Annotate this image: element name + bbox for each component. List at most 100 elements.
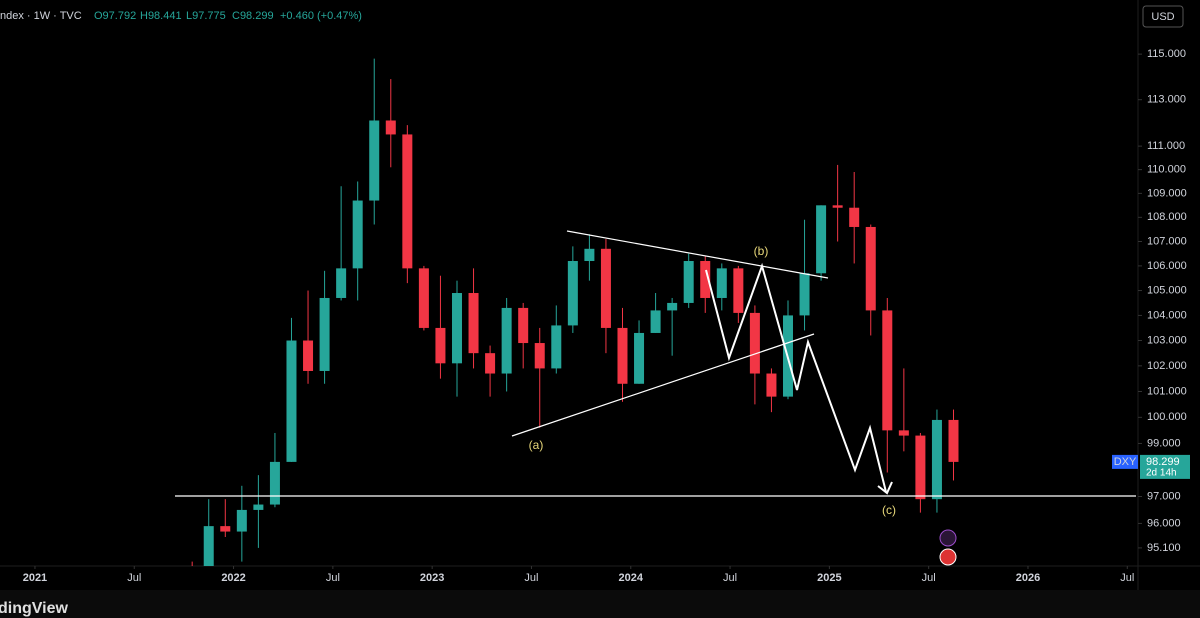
y-tick-label: 101.000 bbox=[1147, 385, 1187, 397]
x-tick-label: Jul bbox=[723, 572, 737, 584]
y-tick-label: 96.000 bbox=[1147, 517, 1181, 529]
y-tick-label: 106.000 bbox=[1147, 260, 1187, 272]
arrow-head bbox=[877, 481, 893, 495]
candle-body bbox=[865, 226, 876, 311]
flag-icon[interactable] bbox=[939, 548, 957, 566]
wave-label: (c) bbox=[882, 503, 896, 517]
candle-body bbox=[220, 526, 231, 532]
candle-body bbox=[468, 293, 479, 354]
candle-body bbox=[236, 509, 247, 532]
price-tag-symbol: DXY bbox=[1114, 456, 1137, 468]
candle-body bbox=[816, 205, 827, 274]
candle-body bbox=[435, 327, 446, 364]
candle-body bbox=[733, 268, 744, 313]
x-tick-label: Jul bbox=[922, 572, 936, 584]
drawings bbox=[175, 230, 1136, 497]
candle-body bbox=[849, 207, 860, 227]
y-tick-label: 100.000 bbox=[1147, 411, 1187, 423]
ohlc-change: +0.460 (+0.47%) bbox=[280, 10, 362, 22]
price-tag-price: 98.299 bbox=[1146, 456, 1180, 468]
y-tick-label: 97.000 bbox=[1147, 490, 1181, 502]
candle-body bbox=[402, 134, 413, 269]
candle-body bbox=[799, 273, 810, 316]
candle-body bbox=[634, 332, 645, 384]
candle-body bbox=[567, 261, 578, 326]
y-tick-label: 104.000 bbox=[1147, 309, 1187, 321]
x-tick-label: 2024 bbox=[619, 572, 644, 584]
x-tick-label: Jul bbox=[127, 572, 141, 584]
candle-body bbox=[336, 268, 347, 298]
y-tick-label: 115.000 bbox=[1147, 48, 1186, 60]
candle-body bbox=[534, 343, 545, 369]
candle-body bbox=[319, 297, 330, 371]
wave-label: (a) bbox=[529, 438, 544, 452]
candle-body bbox=[187, 573, 197, 576]
y-tick-label: 110.000 bbox=[1147, 164, 1186, 176]
ohlc-high: H98.441 bbox=[140, 10, 182, 22]
candle-body bbox=[766, 373, 777, 397]
x-tick-label: 2022 bbox=[221, 572, 245, 584]
candle-body bbox=[931, 419, 942, 500]
candle-body bbox=[253, 504, 264, 510]
candle-body bbox=[700, 261, 711, 298]
ohlc-low: L97.775 bbox=[186, 10, 226, 22]
y-tick-label: 113.000 bbox=[1147, 94, 1186, 106]
candle-body bbox=[749, 312, 760, 374]
candle-body bbox=[518, 307, 529, 344]
candle-body bbox=[832, 205, 843, 208]
currency-label[interactable]: USD bbox=[1151, 11, 1174, 23]
y-tick-label: 109.000 bbox=[1147, 187, 1187, 199]
candle-body bbox=[286, 340, 297, 462]
ohlc-open: O97.792 bbox=[94, 10, 136, 22]
x-tick-label: Jul bbox=[524, 572, 538, 584]
y-tick-label: 105.000 bbox=[1147, 284, 1187, 296]
y-tick-label: 99.000 bbox=[1147, 437, 1181, 449]
x-tick-label: 2026 bbox=[1016, 572, 1040, 584]
candle-body bbox=[385, 120, 396, 135]
candle-body bbox=[650, 310, 661, 333]
candle-body bbox=[418, 268, 429, 328]
candle-body bbox=[303, 340, 314, 371]
candle-body bbox=[667, 302, 678, 311]
x-tick-label: 2023 bbox=[420, 572, 444, 584]
candle-body bbox=[683, 261, 694, 303]
candle-body bbox=[203, 526, 214, 566]
x-tick-label: Jul bbox=[1120, 572, 1134, 584]
candle-body bbox=[882, 310, 893, 431]
y-tick-label: 102.000 bbox=[1147, 360, 1187, 372]
y-tick-label: 111.000 bbox=[1147, 140, 1185, 152]
y-tick-label: 95.100 bbox=[1147, 542, 1181, 554]
symbol: ndex · 1W · TVC bbox=[0, 10, 82, 22]
y-tick-label: 107.000 bbox=[1147, 235, 1187, 247]
currency-button[interactable] bbox=[1142, 5, 1184, 28]
price-tag-box bbox=[1140, 454, 1190, 479]
candle-body bbox=[584, 248, 595, 262]
candle-body bbox=[898, 430, 909, 436]
candle-body bbox=[269, 461, 280, 505]
x-tick-label: Jul bbox=[326, 572, 340, 584]
y-tick-label: 108.000 bbox=[1147, 211, 1187, 223]
price-tag-countdown: 2d 14h bbox=[1146, 468, 1177, 479]
candle-body bbox=[485, 353, 496, 374]
x-tick-label: 2021 bbox=[23, 572, 47, 584]
candle-body bbox=[551, 325, 562, 369]
bottom-bar bbox=[0, 590, 1200, 618]
event-icon[interactable] bbox=[939, 529, 957, 547]
candles bbox=[187, 58, 959, 576]
lower-trendline bbox=[511, 333, 815, 437]
candle-body bbox=[369, 120, 380, 201]
wave-zigzag bbox=[705, 262, 887, 493]
candle-body bbox=[501, 307, 512, 374]
candle-body bbox=[451, 293, 462, 364]
candle-body bbox=[716, 268, 727, 298]
candle-body bbox=[352, 200, 363, 269]
wave-label: (b) bbox=[754, 244, 769, 258]
x-tick-label: 2025 bbox=[817, 572, 841, 584]
candle-body bbox=[948, 419, 959, 462]
upper-trendline bbox=[566, 230, 829, 279]
y-tick-label: 103.000 bbox=[1147, 334, 1187, 346]
candle-body bbox=[600, 248, 611, 328]
price-tag-symbol-box bbox=[1112, 454, 1138, 469]
